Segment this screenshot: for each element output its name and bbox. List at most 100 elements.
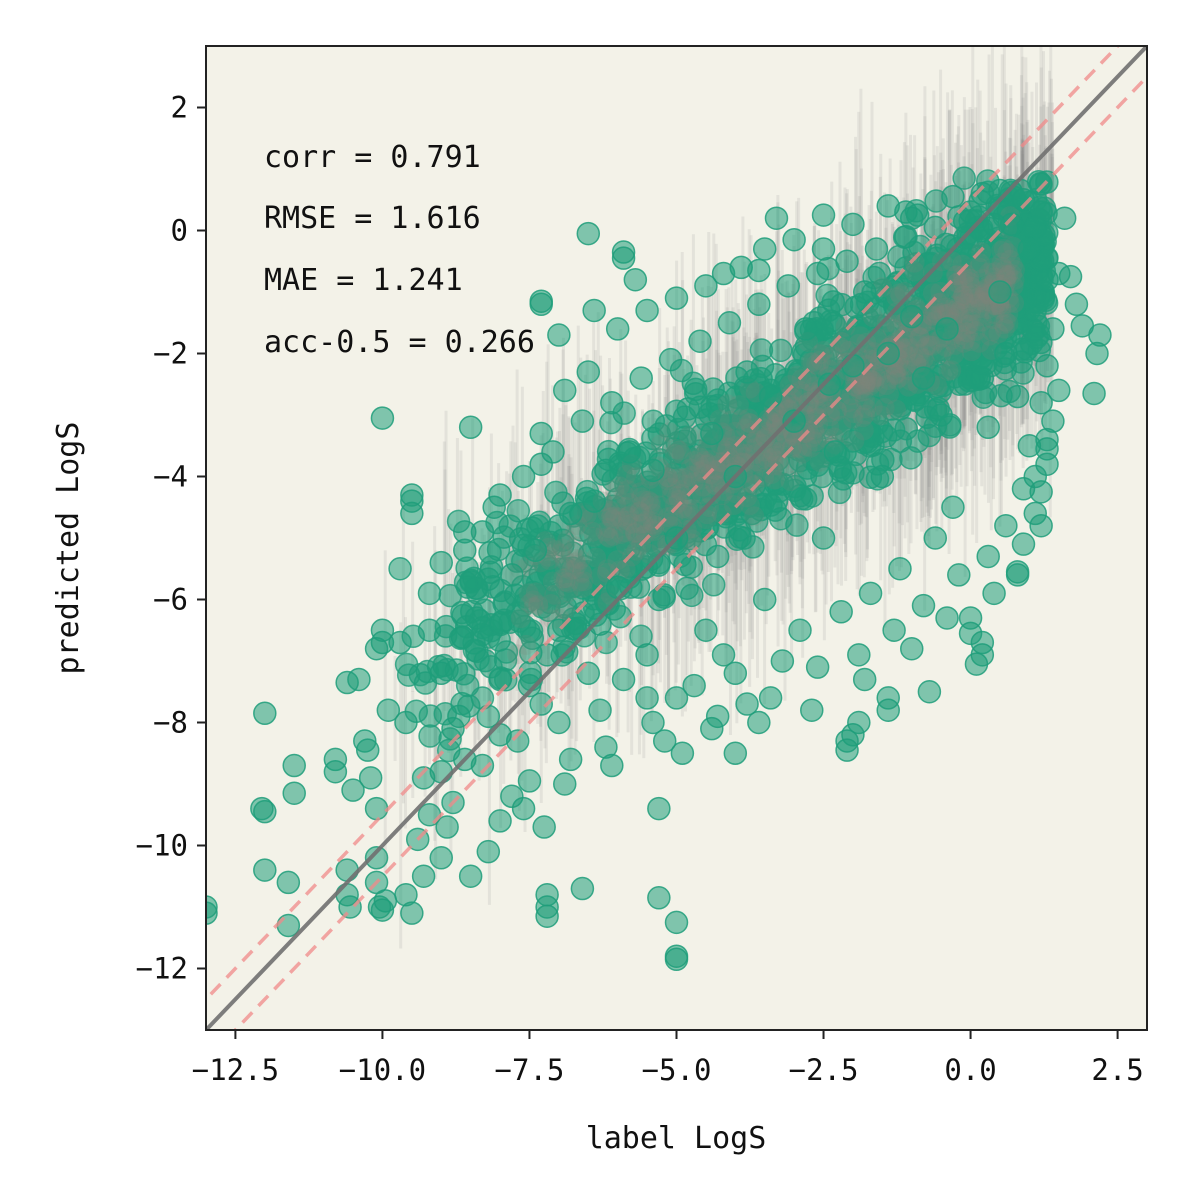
data-point-core <box>1004 270 1025 291</box>
data-point-core <box>981 321 1002 342</box>
data-point-core <box>742 432 763 453</box>
data-point-core <box>609 560 630 581</box>
data-point <box>788 618 812 642</box>
data-point-core <box>780 471 801 492</box>
data-point-core <box>959 314 980 335</box>
data-point-core <box>960 288 981 309</box>
data-point-core <box>764 441 785 462</box>
data-point-core <box>617 510 638 531</box>
data-point-core <box>979 325 1000 346</box>
data-point-core <box>953 285 974 306</box>
data-point <box>835 249 859 273</box>
data-point-core <box>889 367 910 388</box>
data-point <box>417 618 442 642</box>
data-point-core <box>910 327 931 348</box>
data-point-core <box>672 468 693 489</box>
reference-lines <box>206 46 1147 1030</box>
data-point <box>576 221 601 246</box>
data-point <box>529 289 553 313</box>
data-point-core <box>617 506 638 527</box>
data-point-core <box>544 584 565 605</box>
data-point <box>470 753 495 778</box>
data-point <box>688 329 712 353</box>
data-point <box>276 870 301 895</box>
data-point-core <box>572 577 593 598</box>
data-point <box>610 494 635 518</box>
data-point-core <box>622 513 643 534</box>
data-point-core <box>855 372 876 393</box>
data-point-core <box>953 303 974 324</box>
data-point-core <box>850 379 871 400</box>
data-point-core <box>922 305 943 326</box>
data-point-core <box>895 355 916 376</box>
data-point-core <box>676 467 697 488</box>
data-point-core <box>961 301 982 322</box>
data-point <box>341 778 365 802</box>
data-point <box>894 224 918 249</box>
data-point-core <box>931 292 952 313</box>
data-point-core <box>898 338 919 359</box>
data-point-core <box>861 369 882 390</box>
data-point-core <box>856 398 877 419</box>
data-point-core <box>614 484 635 505</box>
data-point-core <box>919 326 940 347</box>
data-point-core <box>806 354 827 375</box>
data-point <box>600 753 624 778</box>
data-point-core <box>705 459 726 480</box>
data-point-core <box>964 314 985 335</box>
data-point <box>917 680 942 704</box>
data-point <box>1058 264 1083 289</box>
data-point-core <box>961 282 982 303</box>
data-point-core <box>953 332 974 353</box>
data-point-core <box>917 335 938 356</box>
data-point-core <box>941 360 962 381</box>
data-point-core <box>878 370 899 391</box>
data-point-core <box>915 337 936 358</box>
data-point-core <box>691 483 712 504</box>
data-point <box>586 530 611 554</box>
data-point-core <box>855 404 876 425</box>
data-point <box>823 440 848 464</box>
data-point-core <box>867 376 888 397</box>
data-point <box>523 538 548 563</box>
data-point-core <box>958 314 979 335</box>
data-point-core <box>553 568 574 589</box>
data-point <box>505 729 530 753</box>
data-point <box>964 652 989 676</box>
data-point-core <box>607 550 628 571</box>
data-point <box>488 809 512 833</box>
data-point <box>253 858 277 882</box>
data-point-core <box>528 594 549 615</box>
data-point-core <box>949 280 970 301</box>
data-point <box>666 417 691 442</box>
data-point <box>1017 434 1042 458</box>
data-point <box>529 692 553 716</box>
data-point-core <box>953 272 974 293</box>
data-point-core <box>814 396 835 417</box>
data-point-core <box>822 345 843 366</box>
data-point <box>547 323 571 347</box>
data-point-core <box>603 525 624 546</box>
data-point <box>1005 563 1030 587</box>
data-point-core <box>661 477 682 498</box>
data-point-core <box>838 392 859 413</box>
data-point-core <box>558 582 579 603</box>
data-point-core <box>883 365 904 386</box>
data-point <box>411 864 436 888</box>
data-point-core <box>627 527 648 548</box>
data-point-core <box>779 392 800 413</box>
data-point-core <box>678 502 699 523</box>
data-point <box>588 612 612 636</box>
data-point-core <box>861 372 882 393</box>
data-point <box>705 544 730 569</box>
data-point <box>396 663 421 687</box>
data-point-core <box>841 398 862 419</box>
data-point-core <box>886 399 907 420</box>
data-point-core <box>510 608 531 629</box>
data-point <box>250 796 274 821</box>
data-point <box>623 267 648 292</box>
data-point <box>952 296 976 320</box>
y-tick-label: 2 <box>171 91 188 125</box>
data-point-core <box>791 438 812 459</box>
